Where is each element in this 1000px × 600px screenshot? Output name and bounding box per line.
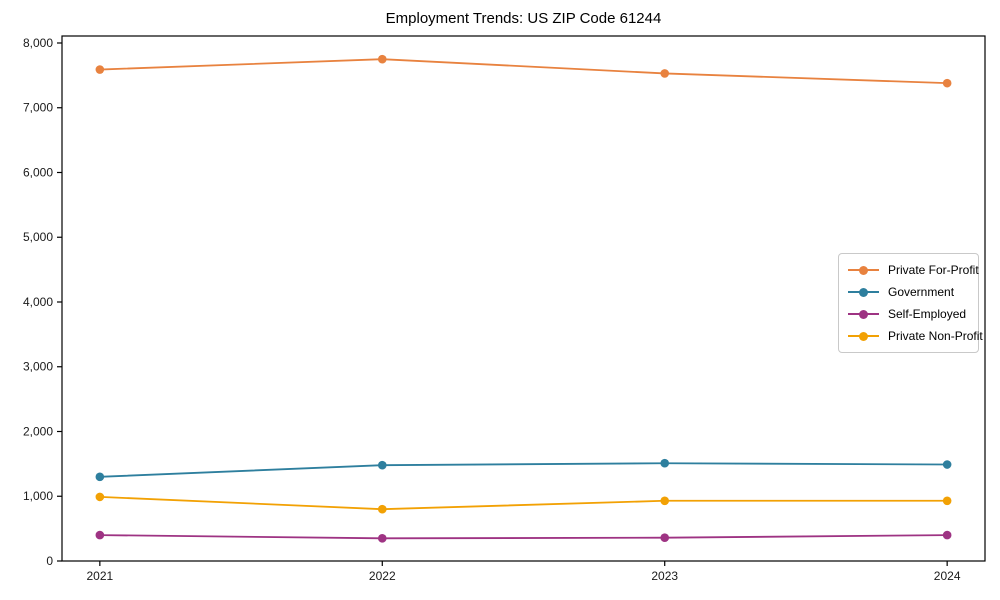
data-point-marker (95, 65, 105, 74)
data-point-marker (942, 496, 952, 506)
data-point-marker (942, 78, 952, 88)
legend-marker-line (848, 287, 879, 297)
legend-item: Private Non-Profit (839, 325, 983, 347)
legend-item: Government (839, 281, 978, 303)
data-point-marker (942, 530, 952, 540)
y-axis-tick-label: 8,000 (23, 36, 53, 50)
y-axis-tick-label: 0 (46, 554, 53, 568)
legend-marker-line (848, 265, 879, 275)
x-axis-tick-label: 2021 (86, 569, 113, 583)
data-point-marker (95, 530, 105, 540)
data-point-marker (377, 54, 387, 64)
data-point-marker (660, 458, 670, 468)
legend: Private For-Profit Government Self-Employe… (838, 253, 983, 353)
legend-label: Self-Employed (888, 307, 967, 321)
y-axis-tick-label: 4,000 (23, 295, 53, 309)
legend-label: Government (888, 285, 955, 299)
legend-marker-line (848, 331, 879, 341)
legend-label: Private For-Profit (888, 263, 979, 277)
legend-marker-dot (859, 331, 868, 341)
legend-marker-dot (859, 287, 868, 297)
y-axis-tick-label: 5,000 (23, 230, 53, 244)
data-point-marker (660, 533, 670, 542)
data-point-marker (377, 460, 387, 470)
y-axis-tick-label: 3,000 (23, 360, 53, 374)
data-point-marker (660, 69, 670, 78)
data-point-marker (942, 460, 952, 469)
plot-border (61, 35, 986, 562)
data-point-marker (660, 496, 670, 506)
series-line-private-non-profit (99, 495, 948, 511)
legend-item: Self-Employed (839, 303, 978, 325)
legend-item: Private For-Profit (839, 259, 979, 281)
series-line-self-employed (99, 534, 948, 540)
x-axis-tick-label: 2023 (651, 569, 678, 583)
x-axis-tick-label: 2022 (369, 569, 396, 583)
x-axis-tick-label: 2024 (934, 569, 961, 583)
legend-marker-dot (859, 309, 868, 319)
data-point-marker (95, 492, 105, 502)
y-axis-tick-label: 1,000 (23, 489, 53, 503)
series-line-private-for-profit (99, 58, 948, 85)
series-line-government (99, 462, 948, 478)
y-axis-tick-label: 2,000 (23, 424, 53, 438)
data-point-marker (377, 504, 387, 514)
data-point-marker (377, 534, 387, 543)
legend-marker-dot (859, 265, 868, 275)
legend-label: Private Non-Profit (888, 329, 983, 343)
legend-marker-line (848, 309, 879, 319)
data-point-marker (95, 472, 105, 482)
y-axis-tick-label: 7,000 (23, 101, 53, 115)
y-axis-tick-label: 6,000 (23, 165, 53, 179)
chart-title: Employment Trends: US ZIP Code 61244 (385, 10, 662, 27)
